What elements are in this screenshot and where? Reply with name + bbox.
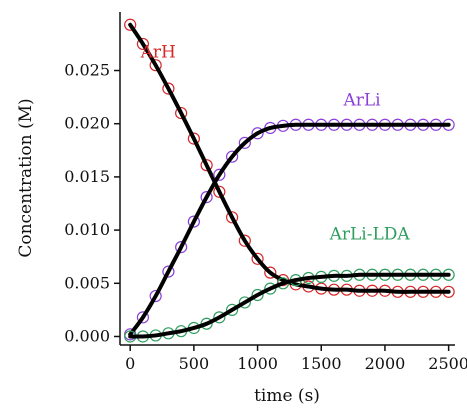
- x-tick-label: 1000: [237, 354, 278, 373]
- y-tick-label: 0.010: [64, 220, 110, 239]
- fit-curve: [128, 122, 451, 337]
- data-point: [162, 82, 175, 95]
- x-tick-label: 1500: [301, 354, 342, 373]
- y-tick-label: 0.025: [64, 61, 110, 80]
- x-axis-label: time (s): [254, 386, 320, 406]
- series-label-arli-lda: ArLi-LDA: [329, 225, 411, 245]
- fit-curve: [128, 272, 451, 339]
- series-layer: [124, 18, 455, 343]
- y-tick-label: 0.000: [64, 326, 110, 345]
- series-label-arli: ArLi: [342, 91, 381, 111]
- y-tick-label: 0.005: [64, 273, 110, 292]
- x-axis-ticks: 0 500 1000 1500 2000 2500: [125, 345, 467, 373]
- data-point: [136, 37, 150, 51]
- data-point: [175, 241, 188, 254]
- data-point: [213, 185, 226, 198]
- data-point: [124, 18, 137, 31]
- y-axis-ticks: 0.000 0.005 0.010 0.015 0.020 0.025: [64, 61, 120, 345]
- data-point: [187, 215, 200, 228]
- data-point: [187, 132, 200, 145]
- data-point: [225, 303, 239, 316]
- data-point: [251, 127, 264, 140]
- x-tick-label: 500: [179, 354, 210, 373]
- plot-area-background: [120, 12, 455, 345]
- y-tick-label: 0.015: [64, 167, 110, 186]
- data-point: [213, 311, 226, 324]
- data-point: [238, 296, 251, 309]
- series-labels: ArH ArLi ArLi-LDA: [140, 43, 411, 245]
- data-point: [238, 234, 251, 247]
- data-point: [213, 168, 226, 181]
- x-tick-label: 2500: [428, 354, 467, 373]
- data-point: [264, 266, 277, 279]
- data-point: [225, 211, 239, 224]
- data-point: [149, 289, 162, 303]
- data-point: [200, 191, 213, 204]
- data-point: [225, 150, 239, 163]
- data-point: [200, 159, 213, 172]
- data-point: [175, 106, 188, 120]
- y-axis-label: Concentration (M): [16, 98, 36, 257]
- series-arli-lda: [124, 268, 455, 343]
- data-point: [264, 282, 277, 295]
- x-tick-label: 2000: [365, 354, 406, 373]
- series-label-arh: ArH: [140, 43, 176, 63]
- y-tick-label: 0.020: [64, 114, 110, 133]
- x-tick-label: 0: [125, 354, 135, 373]
- series-arli: [124, 118, 455, 341]
- data-point: [251, 288, 264, 302]
- data-point: [162, 265, 175, 278]
- data-point: [149, 59, 162, 72]
- data-point: [251, 252, 264, 265]
- data-point: [238, 136, 251, 149]
- data-point: [136, 311, 150, 324]
